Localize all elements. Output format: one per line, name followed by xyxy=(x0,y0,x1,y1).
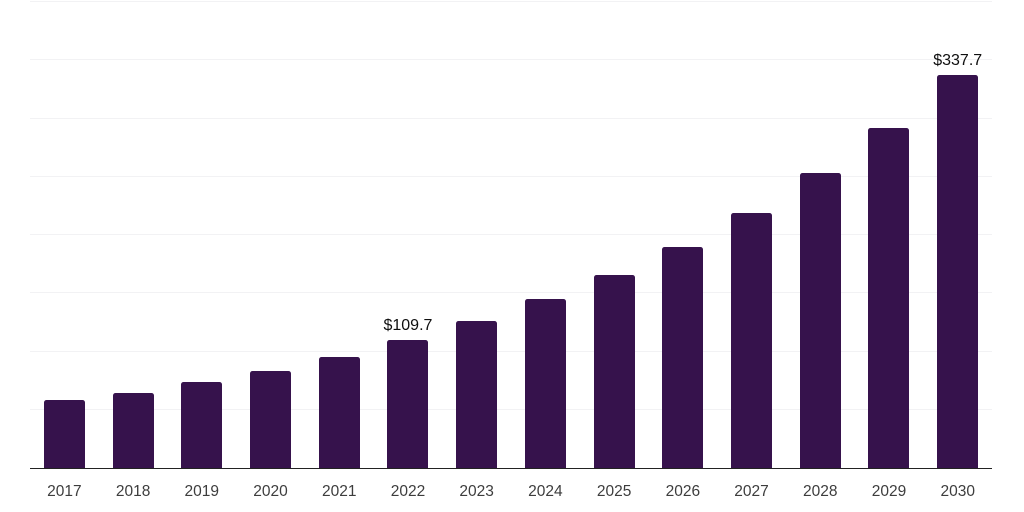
gridline-300 xyxy=(30,117,992,119)
bar-slot-2019 xyxy=(167,2,236,468)
bar-slot-2018 xyxy=(99,2,168,468)
bar-2027 xyxy=(731,212,773,468)
bar-2030 xyxy=(937,74,979,468)
bar-2021 xyxy=(318,357,360,468)
bar-slot-2024 xyxy=(511,2,580,468)
bar-slot-2030: $337.7 xyxy=(923,2,992,468)
bar-2023 xyxy=(456,321,498,468)
gridline-100 xyxy=(30,350,992,352)
bars-container: $109.7 $337.7 xyxy=(30,2,992,468)
gridline-350 xyxy=(30,59,992,61)
x-tick-label-2029: 2029 xyxy=(871,483,907,500)
bar-2028 xyxy=(799,173,841,468)
x-tick-label-2019: 2019 xyxy=(184,483,220,500)
bar-slot-2022: $109.7 xyxy=(374,2,443,468)
bar-2020 xyxy=(250,371,292,468)
bar-2022 xyxy=(387,340,429,468)
bar-slot-2027 xyxy=(717,2,786,468)
x-tick-label-2024: 2024 xyxy=(528,483,563,500)
bar-2019 xyxy=(181,381,223,468)
x-tick-label-2020: 2020 xyxy=(253,483,288,500)
x-tick-label-2017: 2017 xyxy=(47,483,82,500)
gridline-150 xyxy=(30,292,992,294)
x-tick-label-2022: 2022 xyxy=(390,483,426,500)
bar-slot-2020 xyxy=(236,2,305,468)
bar-slot-2029 xyxy=(855,2,924,468)
bar-slot-2025 xyxy=(580,2,649,468)
gridline-50 xyxy=(30,408,992,410)
bar-slot-2028 xyxy=(786,2,855,468)
bar-2026 xyxy=(662,246,704,468)
bar-slot-2026 xyxy=(648,2,717,468)
x-tick-label-2023: 2023 xyxy=(459,483,494,500)
gridline-200 xyxy=(30,234,992,235)
bar-slot-2021 xyxy=(305,2,374,468)
x-tick-label-2027: 2027 xyxy=(734,483,769,500)
x-tick-label-2028: 2028 xyxy=(803,483,838,500)
x-tick-label-2021: 2021 xyxy=(321,483,357,500)
x-tick-label-2026: 2026 xyxy=(665,483,701,500)
x-axis-labels: 2017 2018 2019 2020 2021 2022 2023 2024 2025 2026… xyxy=(30,482,992,502)
gridline-250 xyxy=(30,175,992,177)
bar-2017 xyxy=(43,400,85,468)
x-tick-label-2030: 2030 xyxy=(940,483,975,500)
bar-value-label-2030: $337.7 xyxy=(933,51,983,69)
x-tick-label-2018: 2018 xyxy=(115,483,151,500)
bar-2025 xyxy=(593,274,635,468)
bar-2029 xyxy=(868,127,910,468)
bar-2024 xyxy=(524,299,566,468)
plot-area: $109.7 $337.7 xyxy=(30,1,992,469)
x-tick-label-2025: 2025 xyxy=(596,483,632,500)
bar-value-label-2022: $109.7 xyxy=(383,317,433,335)
x-axis-line xyxy=(30,467,992,469)
bar-slot-2017 xyxy=(30,2,99,468)
bar-slot-2023 xyxy=(442,2,511,468)
gridline-400 xyxy=(30,1,992,2)
bar-2018 xyxy=(112,393,154,468)
